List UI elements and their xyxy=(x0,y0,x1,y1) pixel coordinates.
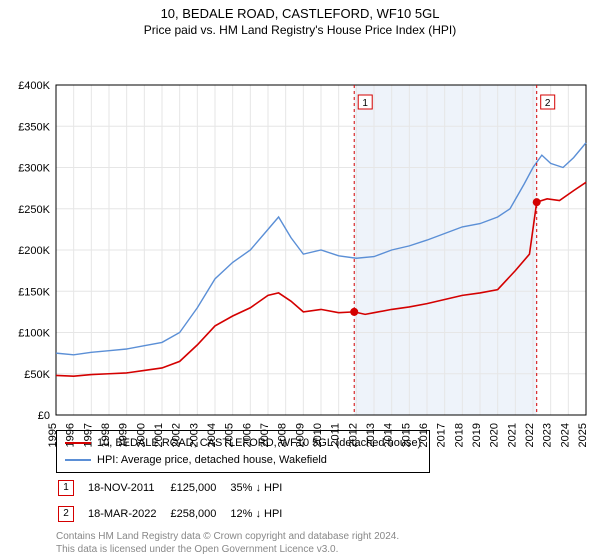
x-tick-label: 2021 xyxy=(506,423,518,447)
chart-container: 10, BEDALE ROAD, CASTLEFORD, WF10 5GL Pr… xyxy=(0,0,600,560)
chart-subtitle: Price paid vs. HM Land Registry's House … xyxy=(0,23,600,37)
marker-price: £258,000 xyxy=(170,502,228,526)
marker-badge: 1 xyxy=(58,480,74,496)
marker-date: 18-NOV-2011 xyxy=(88,476,168,500)
x-tick-label: 2022 xyxy=(524,423,536,447)
legend-swatch xyxy=(65,442,91,444)
x-tick-label: 2019 xyxy=(471,423,483,447)
footer-line-2: This data is licensed under the Open Gov… xyxy=(56,543,399,556)
legend-box: 10, BEDALE ROAD, CASTLEFORD, WF10 5GL (d… xyxy=(56,430,430,473)
marker-price: £125,000 xyxy=(170,476,228,500)
legend-label: HPI: Average price, detached house, Wake… xyxy=(97,452,327,469)
marker-badge: 2 xyxy=(58,506,74,522)
legend-label: 10, BEDALE ROAD, CASTLEFORD, WF10 5GL (d… xyxy=(97,435,421,452)
footer-text: Contains HM Land Registry data © Crown c… xyxy=(56,530,399,556)
y-tick-label: £250K xyxy=(18,204,50,216)
footer-line-1: Contains HM Land Registry data © Crown c… xyxy=(56,530,399,543)
legend-item: HPI: Average price, detached house, Wake… xyxy=(65,452,421,469)
y-tick-label: £100K xyxy=(18,328,50,340)
y-tick-label: £200K xyxy=(18,245,50,257)
chart-svg: £0 £50K £100K £150K £200K £250K £300K £350K £400… xyxy=(0,37,600,467)
x-tick-label: 2023 xyxy=(542,423,554,447)
marker-row: 2 18-MAR-2022£258,00012% ↓ HPI xyxy=(58,502,294,526)
y-tick-label: £150K xyxy=(18,286,50,298)
marker-delta: 35% ↓ HPI xyxy=(230,476,294,500)
marker-date: 18-MAR-2022 xyxy=(88,502,168,526)
title-block: 10, BEDALE ROAD, CASTLEFORD, WF10 5GL Pr… xyxy=(0,0,600,37)
x-tick-label: 2024 xyxy=(559,423,571,447)
x-tick-label: 2017 xyxy=(436,423,448,447)
y-tick-label: £400K xyxy=(18,80,50,92)
marker-badge-1: 1 xyxy=(362,98,368,109)
legend-swatch xyxy=(65,459,91,461)
y-tick-label: £0 xyxy=(38,410,50,422)
marker-delta: 12% ↓ HPI xyxy=(230,502,294,526)
y-tick-label: £50K xyxy=(24,369,50,381)
markers-table: 1 18-NOV-2011£125,00035% ↓ HPI 2 18-MAR-202… xyxy=(56,474,296,528)
marker-badge-2: 2 xyxy=(545,98,551,109)
x-tick-label: 2020 xyxy=(489,423,501,447)
y-tick-label: £300K xyxy=(18,163,50,175)
legend-item: 10, BEDALE ROAD, CASTLEFORD, WF10 5GL (d… xyxy=(65,435,421,452)
chart-title: 10, BEDALE ROAD, CASTLEFORD, WF10 5GL xyxy=(0,6,600,21)
y-tick-label: £350K xyxy=(18,121,50,133)
marker-row: 1 18-NOV-2011£125,00035% ↓ HPI xyxy=(58,476,294,500)
x-tick-label: 2018 xyxy=(453,423,465,447)
x-tick-label: 2025 xyxy=(577,423,589,447)
